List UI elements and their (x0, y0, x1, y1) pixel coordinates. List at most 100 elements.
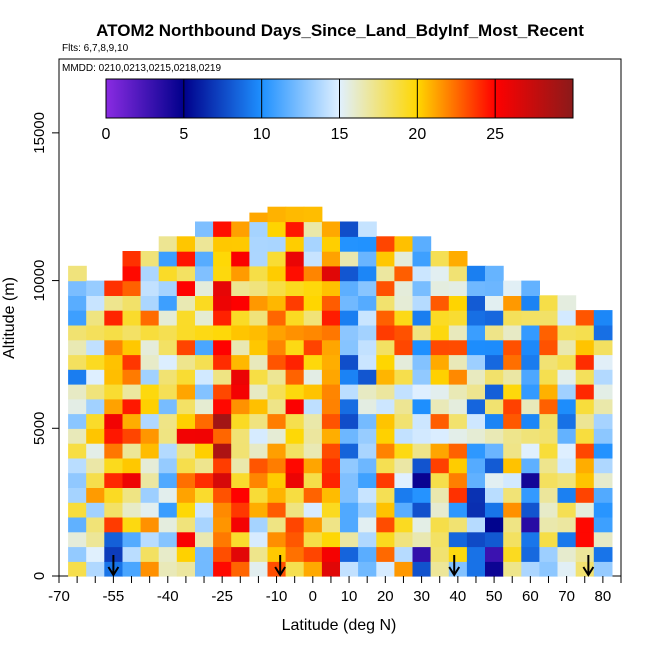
heatmap-cell (86, 546, 105, 562)
heatmap-cell (104, 516, 123, 533)
heatmap-cell (303, 310, 323, 326)
heatmap-cell (376, 324, 395, 341)
heatmap-cell (503, 280, 522, 296)
heatmap-cell (104, 339, 123, 356)
heatmap-cell (521, 443, 540, 459)
heatmap-cell (267, 354, 287, 370)
heatmap-cell (321, 251, 341, 267)
heatmap-cell (412, 236, 432, 252)
heatmap-cell (231, 502, 250, 518)
heatmap-cell (376, 443, 395, 459)
heatmap-cell (340, 502, 359, 518)
heatmap-cell (575, 339, 595, 356)
heatmap-cell (86, 487, 105, 503)
heatmap-cell (412, 310, 432, 326)
heatmap-cell (376, 472, 395, 488)
heatmap-cell (394, 280, 414, 296)
heatmap-cell (195, 546, 214, 562)
heatmap-cell (394, 428, 414, 444)
heatmap-cell (321, 236, 341, 252)
heatmap-cell (575, 369, 595, 385)
heatmap-cell (539, 487, 559, 503)
heatmap-cell (213, 472, 232, 488)
heatmap-cell (285, 443, 305, 459)
heatmap-cell (358, 310, 377, 326)
heatmap-cell (376, 280, 395, 296)
heatmap-cell (267, 251, 287, 267)
heatmap-cell (249, 384, 269, 400)
heatmap-cell (249, 487, 269, 503)
heatmap-cell (68, 561, 87, 577)
heatmap-cell (448, 413, 468, 429)
heatmap-cell (267, 280, 287, 296)
heatmap-cell (86, 369, 105, 385)
heatmap-cell (485, 295, 504, 311)
heatmap-cell (285, 487, 305, 503)
heatmap-cell (140, 310, 160, 326)
heatmap-cell (340, 236, 359, 252)
heatmap-cell (340, 487, 359, 503)
heatmap-cell (321, 531, 341, 548)
heatmap-cell (86, 398, 105, 415)
heatmap-cell (340, 310, 359, 326)
heatmap-cell (412, 531, 432, 548)
heatmap-cell (285, 236, 305, 252)
heatmap-cell (321, 472, 341, 488)
heatmap-cell (394, 324, 414, 341)
heatmap-cell (195, 516, 214, 533)
heatmap-cell (122, 413, 142, 429)
x-tick-label: -55 (103, 588, 125, 605)
heatmap-cell (195, 561, 214, 577)
heatmap-cell (267, 310, 287, 326)
heatmap-cell (249, 354, 269, 370)
heatmap-cell (249, 295, 269, 311)
heatmap-cell (521, 428, 540, 444)
heatmap-cell (340, 561, 359, 577)
heatmap-cell (104, 546, 123, 562)
heatmap-cell (448, 251, 468, 267)
heatmap-cell (321, 561, 341, 577)
heatmap-cell (412, 280, 432, 296)
heatmap-cell (358, 561, 377, 577)
heatmap-cell (593, 413, 613, 429)
heatmap-cell (430, 384, 450, 400)
heatmap-cell (340, 221, 359, 237)
heatmap-cell (412, 428, 432, 444)
heatmap-cell (593, 457, 613, 474)
heatmap-cell (321, 398, 341, 415)
heatmap-cell (358, 295, 377, 311)
heatmap-cell (158, 487, 178, 503)
heatmap-cell (430, 472, 450, 488)
heatmap-cell (593, 472, 613, 488)
heatmap-cell (140, 398, 160, 415)
heatmap-cell (485, 398, 504, 415)
heatmap-cell (412, 295, 432, 311)
heatmap-cell (448, 324, 468, 341)
heatmap-cell (104, 472, 123, 488)
heatmap-cell (176, 398, 196, 415)
heatmap-cell (376, 502, 395, 518)
heatmap-cell (303, 280, 323, 296)
heatmap-cell (521, 354, 540, 370)
heatmap-cell (267, 339, 287, 356)
heatmap-cell (213, 384, 232, 400)
heatmap-cell (249, 339, 269, 356)
heatmap-cell (376, 487, 395, 503)
heatmap-cell (158, 428, 178, 444)
heatmap-cell (430, 251, 450, 267)
heatmap-cell (195, 354, 214, 370)
heatmap-cell (68, 265, 87, 282)
heatmap-cell (213, 236, 232, 252)
heatmap-cell (412, 369, 432, 385)
heatmap-cell (158, 502, 178, 518)
heatmap-cell (195, 310, 214, 326)
heatmap-cell (267, 324, 287, 341)
heatmap-cell (122, 265, 142, 282)
heatmap-cell (539, 428, 559, 444)
heatmap-cell (485, 384, 504, 400)
heatmap-cell (557, 354, 577, 370)
heatmap-cell (303, 561, 323, 577)
heatmap-cell (448, 280, 468, 296)
heatmap-cell (539, 369, 559, 385)
heatmap-cell (448, 531, 468, 548)
